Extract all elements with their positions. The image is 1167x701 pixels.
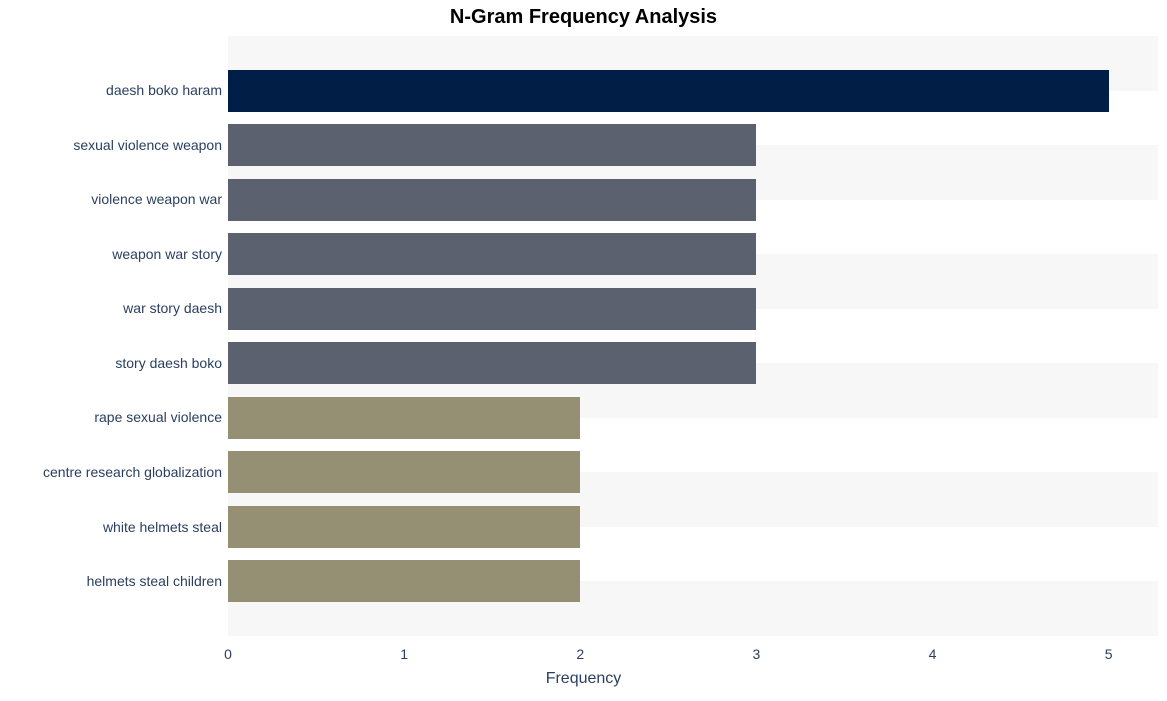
x-tick-label: 3 [753, 646, 761, 662]
y-tick-label: story daesh boko [115, 355, 222, 371]
x-tick-label: 0 [224, 646, 232, 662]
bar [228, 233, 756, 275]
plot-area [228, 36, 1158, 636]
x-tick-label: 1 [400, 646, 408, 662]
bar [228, 70, 1109, 112]
y-tick-label: sexual violence weapon [73, 137, 222, 153]
bar [228, 397, 580, 439]
bar [228, 560, 580, 602]
bar [228, 288, 756, 330]
x-tick-label: 5 [1105, 646, 1113, 662]
bar [228, 179, 756, 221]
y-tick-label: centre research globalization [43, 464, 222, 480]
x-tick-label: 2 [576, 646, 584, 662]
chart-title: N-Gram Frequency Analysis [0, 6, 1167, 29]
bar [228, 506, 580, 548]
bar [228, 451, 580, 493]
y-tick-label: daesh boko haram [106, 82, 222, 98]
y-tick-label: war story daesh [123, 300, 222, 316]
bar [228, 124, 756, 166]
y-tick-label: helmets steal children [87, 573, 222, 589]
bar [228, 342, 756, 384]
y-tick-label: white helmets steal [103, 519, 222, 535]
x-tick-label: 4 [929, 646, 937, 662]
y-tick-label: violence weapon war [91, 191, 222, 207]
ngram-frequency-chart: N-Gram Frequency Analysis Frequency daes… [0, 0, 1167, 701]
y-tick-label: rape sexual violence [94, 409, 222, 425]
x-axis-label: Frequency [0, 670, 1167, 688]
y-tick-label: weapon war story [112, 246, 222, 262]
